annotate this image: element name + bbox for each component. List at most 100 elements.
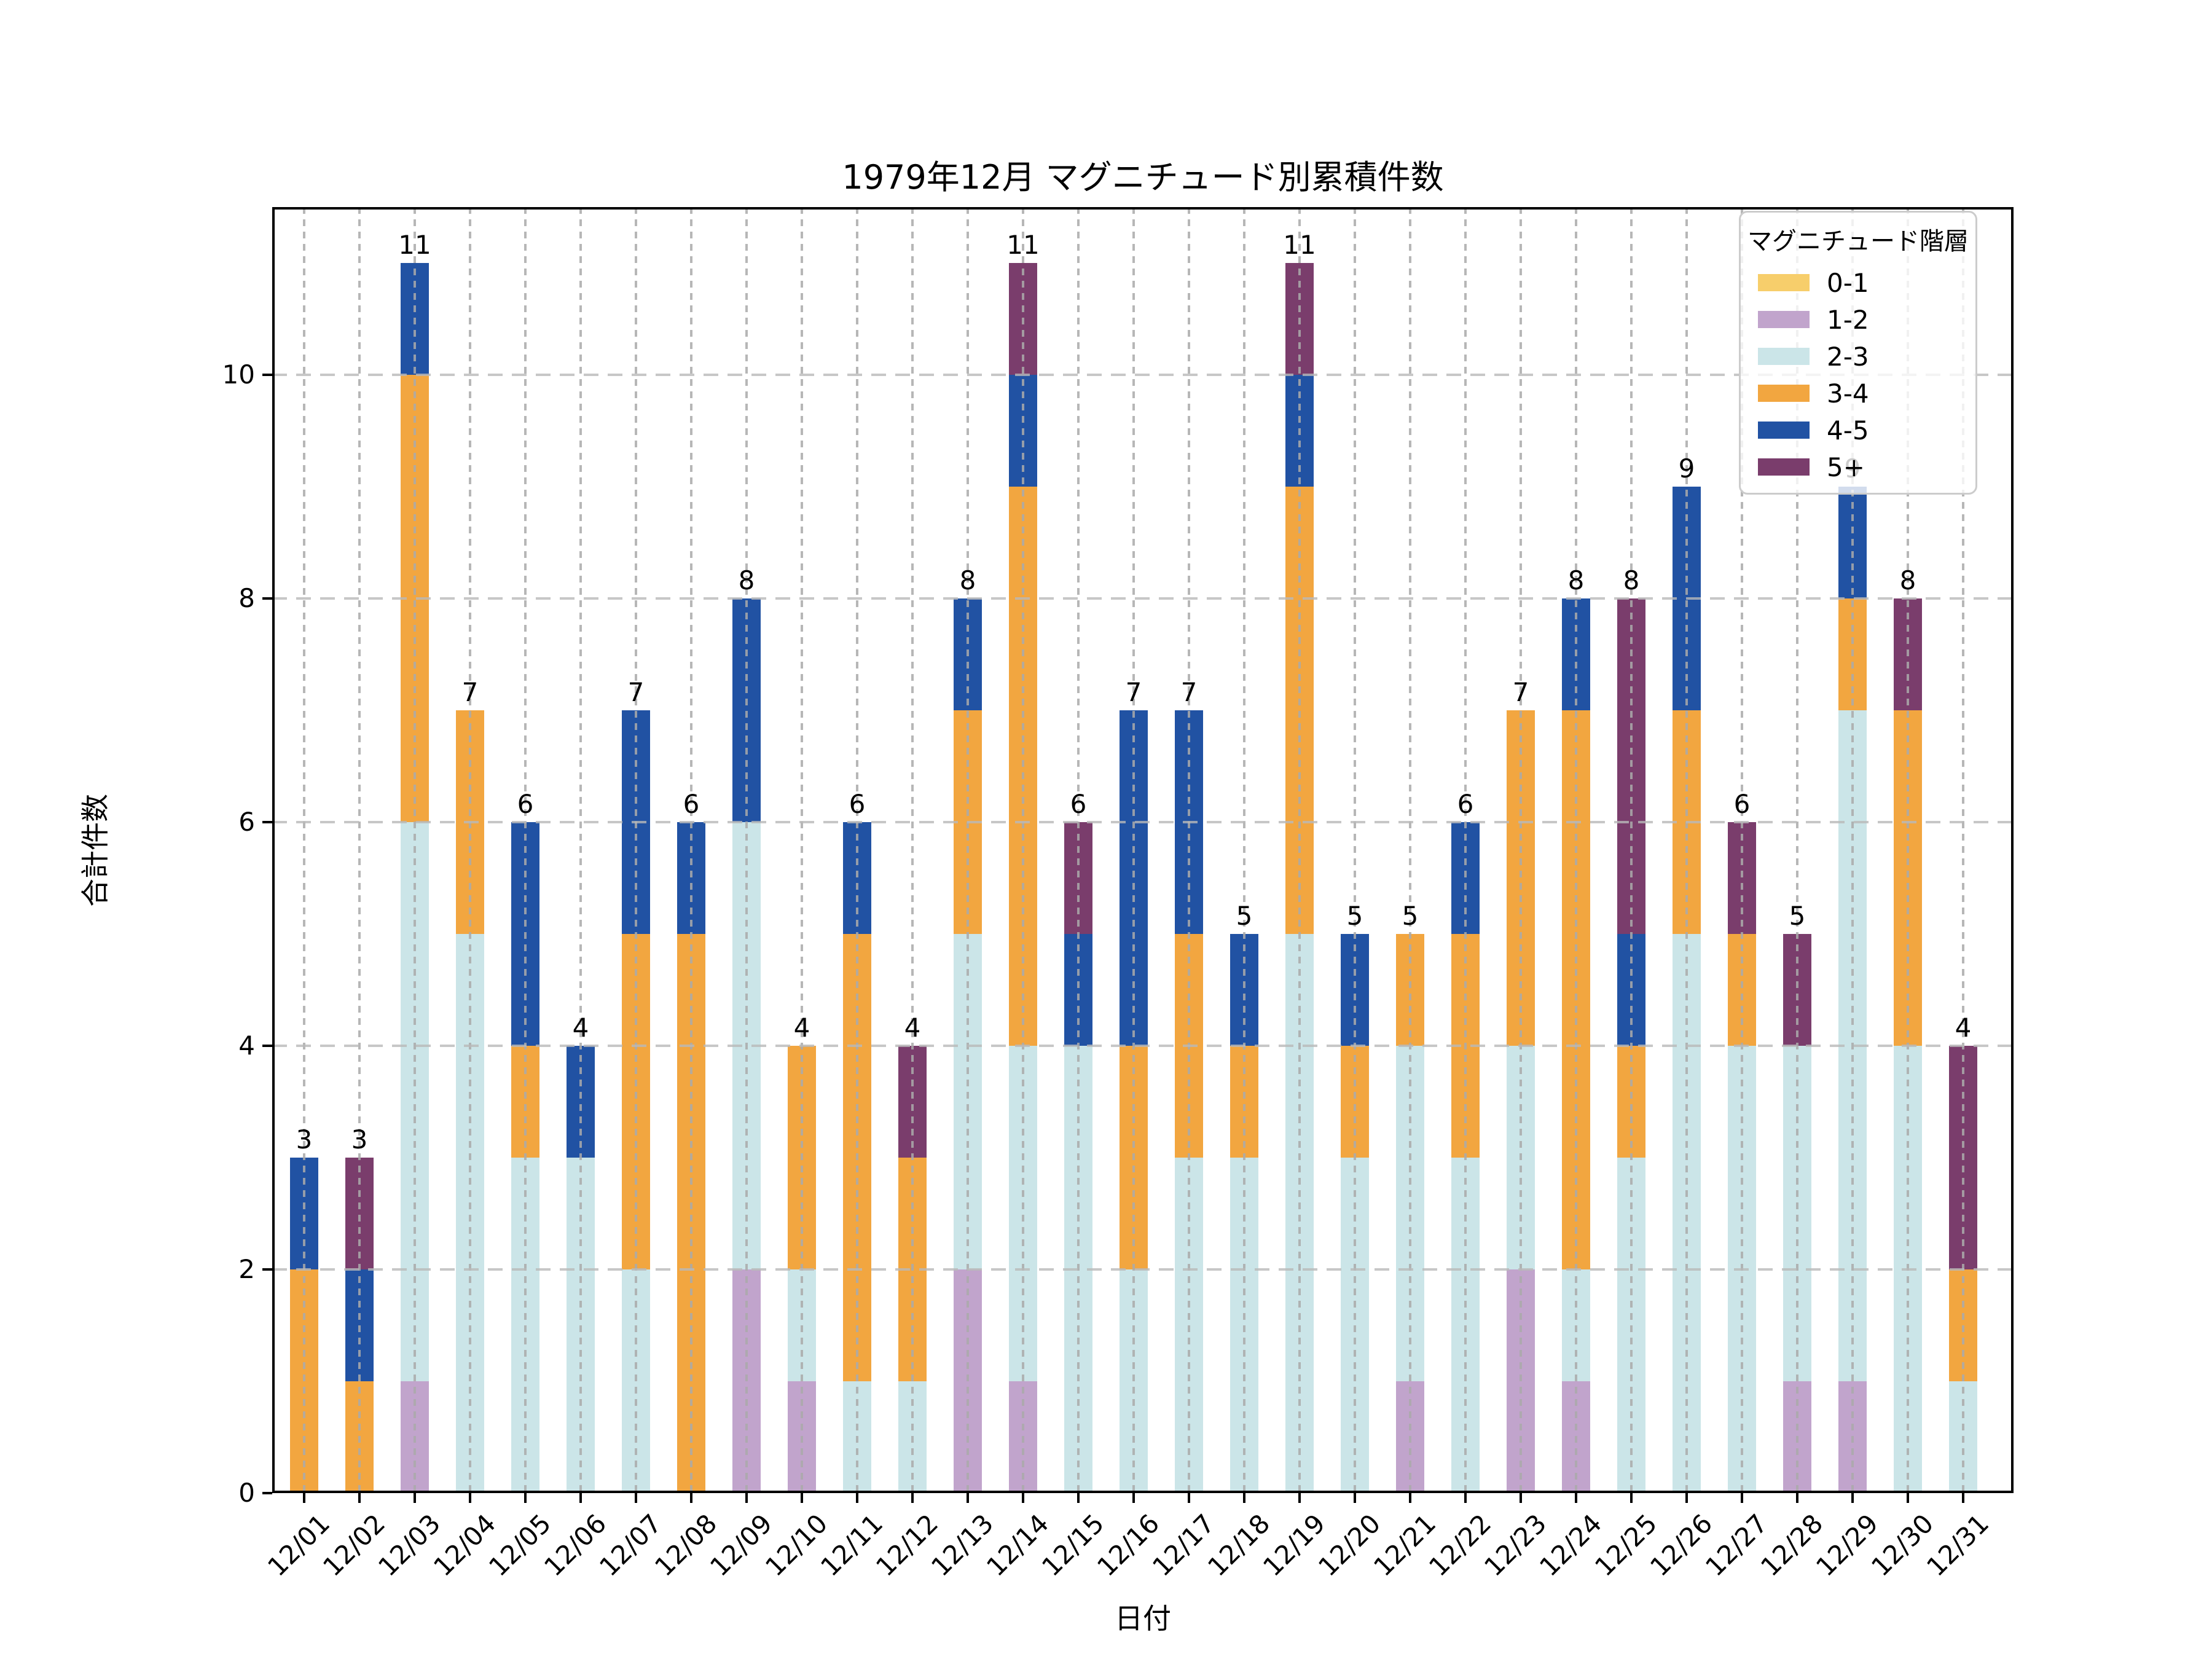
- bar-total-label: 8: [1567, 565, 1585, 595]
- x-tick: [1409, 1493, 1411, 1503]
- x-tick-label: 12/31: [1920, 1508, 1995, 1582]
- x-tick: [745, 1493, 748, 1503]
- x-tick-label: 12/27: [1699, 1508, 1774, 1582]
- legend-items: 0-1 1-2 2-3 3-4 4-5 5+: [1741, 264, 1975, 485]
- legend-item: 3-4: [1741, 375, 1975, 412]
- bar-total-label: 5: [1346, 901, 1363, 931]
- gridline-vertical: [1796, 207, 1798, 1493]
- x-tick-label: 12/15: [1035, 1508, 1110, 1582]
- gridline-vertical: [1409, 207, 1411, 1493]
- legend-item-label: 3-4: [1827, 378, 1869, 409]
- gridline-horizontal: [272, 597, 2014, 600]
- legend-item-label: 4-5: [1827, 415, 1869, 445]
- x-tick-label: 12/09: [704, 1508, 779, 1582]
- x-tick-label: 12/30: [1865, 1508, 1940, 1582]
- x-tick: [856, 1493, 858, 1503]
- gridline-vertical: [1575, 207, 1577, 1493]
- bar-total-label: 6: [1733, 789, 1751, 819]
- x-tick-label: 12/18: [1201, 1508, 1276, 1582]
- gridline-vertical: [1132, 207, 1135, 1493]
- legend-item: 5+: [1741, 449, 1975, 485]
- bar-total-label: 6: [849, 789, 866, 819]
- y-tick: [262, 374, 272, 376]
- gridline-vertical: [358, 207, 361, 1493]
- legend-item: 0-1: [1741, 264, 1975, 301]
- legend-swatch: [1758, 458, 1810, 476]
- y-tick-label: 4: [238, 1030, 255, 1061]
- gridline-vertical: [414, 207, 416, 1493]
- bar-total-label: 6: [1457, 789, 1474, 819]
- chart-title: 1979年12月 マグニチュード別累積件数: [842, 158, 1444, 197]
- y-tick-label: 6: [238, 807, 255, 837]
- bar-total-label: 3: [351, 1124, 368, 1155]
- bar-total-label: 7: [461, 677, 479, 707]
- bar-total-label: 3: [296, 1124, 313, 1155]
- x-tick-label: 12/28: [1754, 1508, 1829, 1582]
- gridline-horizontal: [272, 374, 2014, 376]
- x-tick: [1630, 1493, 1633, 1503]
- x-tick: [414, 1493, 416, 1503]
- x-tick: [524, 1493, 527, 1503]
- x-tick: [579, 1493, 582, 1503]
- legend-swatch: [1758, 348, 1810, 365]
- bar-total-label: 8: [959, 565, 976, 595]
- gridline-vertical: [469, 207, 471, 1493]
- x-tick: [1354, 1493, 1356, 1503]
- legend-item-label: 2-3: [1827, 341, 1869, 372]
- x-tick: [1851, 1493, 1854, 1503]
- bar-total-label: 9: [1678, 453, 1695, 484]
- x-tick-label: 12/03: [372, 1508, 447, 1582]
- y-tick: [262, 1045, 272, 1047]
- gridline-vertical: [801, 207, 803, 1493]
- x-tick-label: 12/23: [1478, 1508, 1553, 1582]
- x-tick-label: 12/26: [1644, 1508, 1719, 1582]
- gridline-vertical: [1188, 207, 1190, 1493]
- bar-total-label: 4: [793, 1013, 810, 1043]
- gridline-vertical: [579, 207, 582, 1493]
- gridline-vertical: [1685, 207, 1688, 1493]
- x-tick-label: 12/21: [1367, 1508, 1442, 1582]
- gridline-vertical: [1962, 207, 1964, 1493]
- x-tick-label: 12/19: [1257, 1508, 1332, 1582]
- x-tick: [1132, 1493, 1135, 1503]
- x-tick: [358, 1493, 361, 1503]
- gridline-vertical: [524, 207, 527, 1493]
- x-tick: [1243, 1493, 1245, 1503]
- gridline-vertical: [1298, 207, 1301, 1493]
- gridline-vertical: [856, 207, 858, 1493]
- plot-area: 3311764768464811677511556788965984: [272, 207, 2014, 1493]
- legend-title: マグニチュード階層: [1747, 227, 1969, 256]
- gridline-horizontal: [272, 1268, 2014, 1271]
- x-tick-label: 12/06: [538, 1508, 613, 1582]
- bar-total-label: 5: [1402, 901, 1419, 931]
- x-tick: [967, 1493, 969, 1503]
- gridline-vertical: [1243, 207, 1245, 1493]
- gridline-vertical: [1022, 207, 1024, 1493]
- gridline-vertical: [911, 207, 914, 1493]
- bar-total-label: 6: [683, 789, 700, 819]
- x-tick-label: 12/04: [427, 1508, 502, 1582]
- x-tick-label: 12/20: [1312, 1508, 1387, 1582]
- y-tick-label: 0: [238, 1478, 255, 1508]
- gridline-vertical: [1907, 207, 1909, 1493]
- x-tick: [1520, 1493, 1522, 1503]
- x-tick-label: 12/02: [316, 1508, 391, 1582]
- legend-swatch: [1758, 311, 1810, 328]
- legend-swatch: [1758, 274, 1810, 291]
- bar-total-label: 7: [1180, 677, 1198, 707]
- x-tick: [1188, 1493, 1190, 1503]
- x-tick-label: 12/11: [814, 1508, 889, 1582]
- x-tick: [1685, 1493, 1688, 1503]
- gridline-vertical: [1741, 207, 1743, 1493]
- gridline-horizontal: [272, 821, 2014, 823]
- y-tick: [262, 1492, 272, 1494]
- y-tick-label: 8: [238, 583, 255, 613]
- bar-total-label: 8: [738, 565, 755, 595]
- x-tick: [469, 1493, 471, 1503]
- x-tick-label: 12/17: [1146, 1508, 1221, 1582]
- x-tick: [1796, 1493, 1798, 1503]
- x-tick-label: 12/25: [1588, 1508, 1663, 1582]
- x-tick: [1741, 1493, 1743, 1503]
- x-tick: [1907, 1493, 1909, 1503]
